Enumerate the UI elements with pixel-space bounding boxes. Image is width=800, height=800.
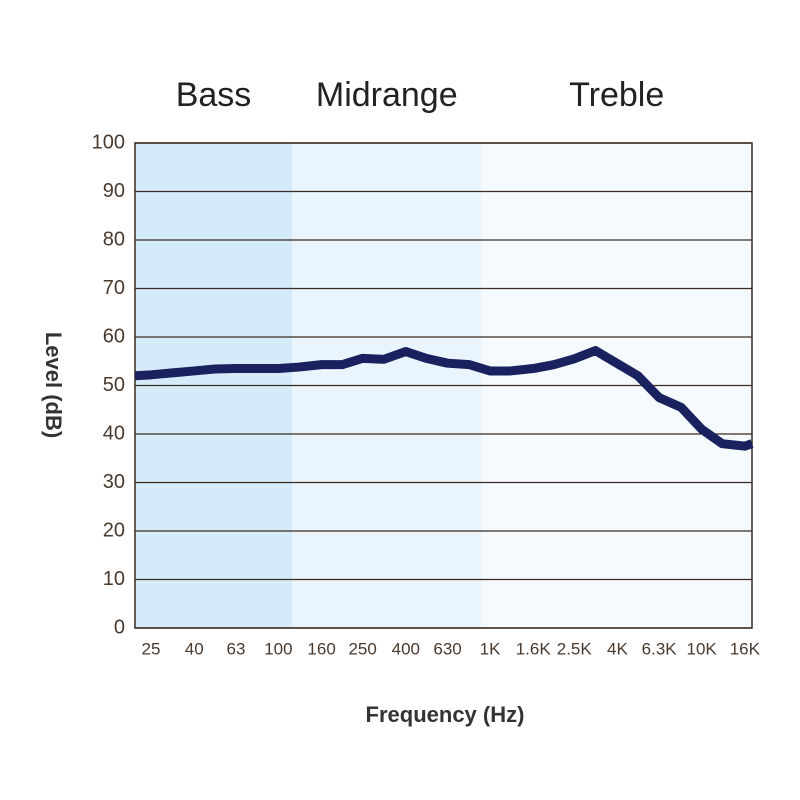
band-label: Midrange <box>316 76 458 114</box>
x-tick-label: 250 <box>348 639 376 658</box>
x-tick-label: 10K <box>687 639 718 658</box>
x-axis-label: Frequency (Hz) <box>366 702 525 727</box>
y-tick-label: 10 <box>103 568 125 590</box>
x-tick-label: 6.3K <box>642 639 678 658</box>
x-tick-label: 100 <box>264 639 292 658</box>
y-tick-label: 60 <box>103 325 125 347</box>
x-tick-label: 1.6K <box>516 639 552 658</box>
x-tick-label: 16K <box>730 639 761 658</box>
y-tick-label: 40 <box>103 422 125 444</box>
y-tick-label: 0 <box>114 616 125 638</box>
y-tick-label: 100 <box>92 131 125 153</box>
y-tick-label: 70 <box>103 277 125 299</box>
y-tick-label: 80 <box>103 228 125 250</box>
band-label: Bass <box>176 76 252 114</box>
x-tick-label: 2.5K <box>557 639 593 658</box>
x-tick-label: 4K <box>607 639 628 658</box>
x-tick-label: 63 <box>226 639 245 658</box>
y-tick-label: 30 <box>103 471 125 493</box>
x-tick-label: 630 <box>433 639 461 658</box>
data-line <box>134 346 754 451</box>
x-tick-label: 1K <box>480 639 501 658</box>
x-tick-label: 25 <box>142 639 161 658</box>
x-tick-label: 40 <box>185 639 204 658</box>
x-tick-label: 160 <box>307 639 335 658</box>
plot-frame <box>134 142 753 629</box>
y-tick-label: 50 <box>103 374 125 396</box>
y-axis-label: Level (dB) <box>41 332 66 438</box>
y-tick-label: 90 <box>103 180 125 202</box>
band-label: Treble <box>569 76 664 114</box>
x-tick-label: 400 <box>392 639 420 658</box>
y-tick-label: 20 <box>103 519 125 541</box>
